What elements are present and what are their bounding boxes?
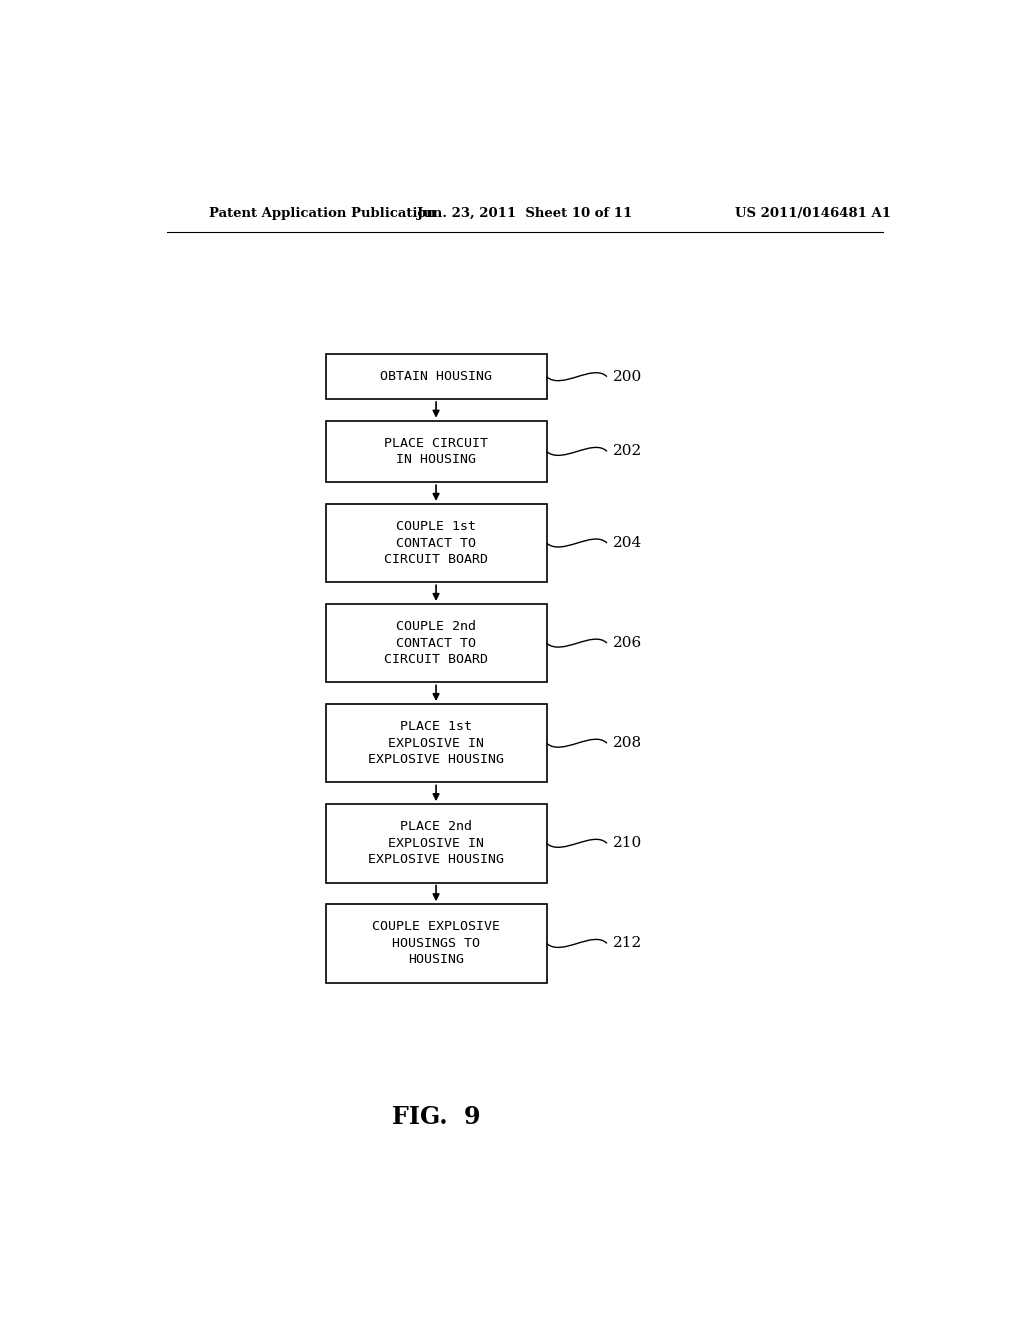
- Text: 212: 212: [613, 936, 642, 950]
- Text: COUPLE 2nd
CONTACT TO
CIRCUIT BOARD: COUPLE 2nd CONTACT TO CIRCUIT BOARD: [384, 620, 488, 667]
- Bar: [326, 704, 547, 783]
- Text: 210: 210: [613, 837, 642, 850]
- Bar: [326, 904, 547, 982]
- Text: 202: 202: [613, 445, 642, 458]
- Bar: [326, 603, 547, 682]
- Text: PLACE CIRCUIT
IN HOUSING: PLACE CIRCUIT IN HOUSING: [384, 437, 488, 466]
- Text: COUPLE EXPLOSIVE
HOUSINGS TO
HOUSING: COUPLE EXPLOSIVE HOUSINGS TO HOUSING: [372, 920, 500, 966]
- Text: 206: 206: [613, 636, 642, 651]
- Bar: [326, 421, 547, 482]
- Text: COUPLE 1st
CONTACT TO
CIRCUIT BOARD: COUPLE 1st CONTACT TO CIRCUIT BOARD: [384, 520, 488, 566]
- Bar: [326, 354, 547, 399]
- Text: 200: 200: [613, 370, 642, 384]
- Text: Jun. 23, 2011  Sheet 10 of 11: Jun. 23, 2011 Sheet 10 of 11: [417, 207, 633, 220]
- Text: Patent Application Publication: Patent Application Publication: [209, 207, 436, 220]
- Text: PLACE 1st
EXPLOSIVE IN
EXPLOSIVE HOUSING: PLACE 1st EXPLOSIVE IN EXPLOSIVE HOUSING: [368, 721, 504, 766]
- Text: US 2011/0146481 A1: US 2011/0146481 A1: [735, 207, 891, 220]
- Text: 204: 204: [613, 536, 642, 550]
- Bar: [326, 804, 547, 883]
- Text: FIG.  9: FIG. 9: [392, 1105, 480, 1129]
- Text: 208: 208: [613, 737, 642, 750]
- Bar: [326, 504, 547, 582]
- Text: OBTAIN HOUSING: OBTAIN HOUSING: [380, 370, 493, 383]
- Text: PLACE 2nd
EXPLOSIVE IN
EXPLOSIVE HOUSING: PLACE 2nd EXPLOSIVE IN EXPLOSIVE HOUSING: [368, 820, 504, 866]
